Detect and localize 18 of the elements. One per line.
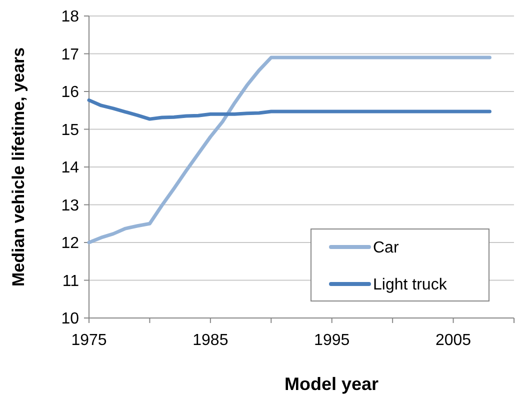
x-axis-title: Model year [284, 374, 379, 394]
x-tick-label: 1995 [314, 332, 350, 349]
x-tick-label: 1985 [192, 332, 228, 349]
y-tick-label: 11 [62, 272, 80, 290]
x-tick-label: 1975 [71, 332, 107, 349]
y-tick-label: 13 [61, 197, 80, 214]
y-tick-label: 18 [61, 8, 80, 26]
y-tick-label: 17 [61, 46, 80, 64]
y-tick-label: 16 [61, 84, 80, 102]
line-series [87, 98, 492, 121]
legend-label: Car [373, 240, 400, 257]
y-axis-title: Median vehicle lifetime, years [9, 47, 28, 287]
y-tick-label: 15 [61, 122, 80, 139]
y-tick-label: 14 [61, 160, 80, 177]
y-tick-label: 10 [61, 310, 80, 328]
y-tick-label: 12 [61, 235, 80, 252]
x-tick-label: 2005 [435, 332, 472, 349]
legend-label: Light truck [373, 276, 448, 294]
